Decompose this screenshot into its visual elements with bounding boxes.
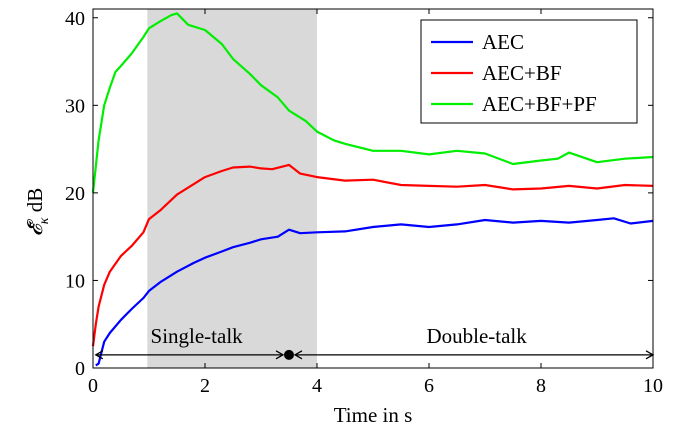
x-tick-label: 0 [88,375,98,397]
series-line-aec [95,217,654,367]
double-talk-label: Double-talk [426,324,527,348]
x-tick-label: 10 [643,375,663,397]
plot-frame [92,8,654,369]
y-axis-label-unit: dB [23,188,47,213]
annotation-layer: Single-talk Double-talk [94,324,655,360]
legend-box [420,19,638,124]
legend-label-aec-bf: AEC+BF [482,61,562,85]
series-line-aec-bf [91,163,654,347]
x-tick-label: 8 [536,375,546,397]
series-layer [91,12,654,367]
series-line-aec-bf-pf [91,12,654,194]
single-talk-label: Single-talk [151,324,244,348]
x-tick-label: 4 [312,375,322,397]
tick-layer: 0 2 4 6 8 10 0 10 20 30 40 [65,8,663,397]
x-tick-label: 6 [424,375,434,397]
y-tick-label: 0 [75,358,85,380]
y-tick-label: 40 [65,8,85,30]
x-tick-label: 2 [200,375,210,397]
y-tick-label: 10 [65,270,85,292]
talk-boundary-marker [284,349,294,360]
y-tick-label: 20 [65,183,85,205]
double-talk-arrow-head-left [293,350,303,360]
single-talk-shaded-region [147,9,317,368]
y-axis-label-group: 𝓔̄κ dB [23,188,52,237]
single-talk-arrow-head-right [275,350,285,360]
legend: AEC AEC+BF AEC+BF+PF [420,19,638,124]
y-axis-label-subscript: κ [37,217,52,224]
x-axis-label: Time in s [334,403,413,427]
single-talk-arrow-head-left [94,350,104,360]
svg-text:𝓔̄κ dB: 𝓔̄κ dB [23,188,52,237]
legend-label-aec-bf-pf: AEC+BF+PF [482,92,597,116]
y-tick-label: 30 [65,95,85,117]
legend-label-aec: AEC [482,30,524,54]
